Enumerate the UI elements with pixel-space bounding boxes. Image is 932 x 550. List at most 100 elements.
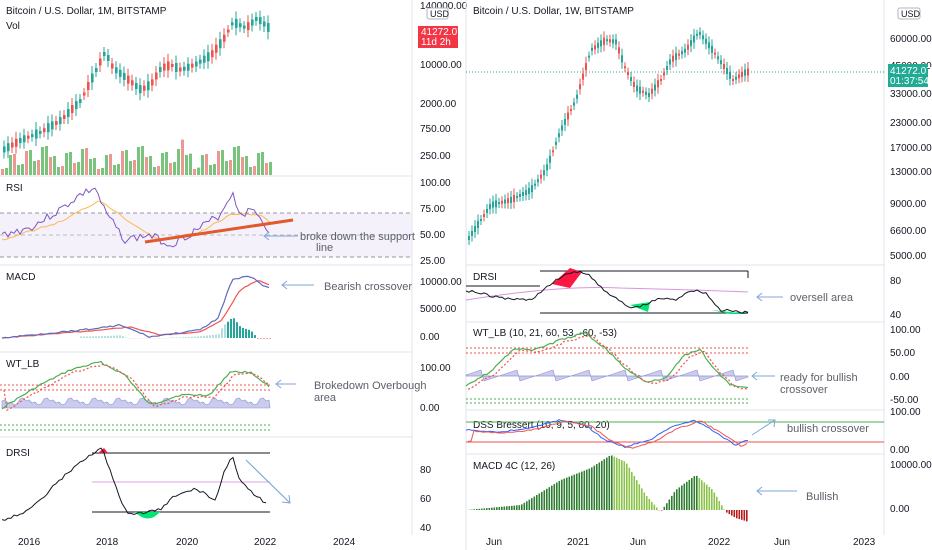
right-currency: USD <box>901 9 921 19</box>
annotation-bullish-crossover: bullish crossover <box>787 423 869 435</box>
right-price-box <box>888 64 928 87</box>
right-price-tick: 60000.00 <box>890 34 932 45</box>
left-drsi-label: DRSI <box>6 448 30 459</box>
left-currency-box[interactable] <box>426 7 449 20</box>
drsi-oversold-fill <box>135 512 160 519</box>
right-chart: Bitcoin / U.S. Dollar, 1W, BITSTAMP USD … <box>465 0 932 550</box>
left-price-box <box>418 26 458 48</box>
right-wt-pane: WT_LB (10, 21, 60, 53, -60, -53) ready f… <box>465 325 921 406</box>
rsi-support-line <box>144 218 294 244</box>
right-price-tick: 23000.00 <box>890 118 932 129</box>
left-time-axis: 2016 2018 2020 2022 2024 <box>18 537 356 548</box>
wt-histogram <box>1 397 271 409</box>
month-label: Jun <box>774 537 790 548</box>
wt2-line <box>3 363 269 412</box>
left-chart: Bitcoin / U.S. Dollar, 1M, BITSTAMP Vol … <box>0 0 468 548</box>
right-wt-tick: 50.00 <box>890 348 915 359</box>
right-price-tick: 5000.00 <box>890 251 927 262</box>
macd4c-histogram <box>468 455 748 522</box>
right-drsi-line <box>465 270 749 314</box>
macd-histogram <box>80 318 271 339</box>
right-macd4c-label: MACD 4C (12, 26) <box>473 461 555 472</box>
dss-signal-line <box>467 420 748 449</box>
right-currency-box[interactable] <box>897 7 921 20</box>
left-wt-label: WT_LB <box>6 359 40 370</box>
right-macd4c-tick: 0.00 <box>890 504 910 515</box>
wt-tick: 100.00 <box>420 363 451 374</box>
right-wt-histogram <box>465 369 749 382</box>
left-price-value: 41272.07 <box>421 27 463 38</box>
annotation-arrow <box>245 459 291 504</box>
rsi-tick: 25.00 <box>420 256 445 267</box>
left-price-tick: 750.00 <box>420 124 451 135</box>
left-drsi-pane: DRSI 80 60 40 <box>1 447 432 534</box>
left-macd-pane: MACD Bearish crossover 10000.00 5000.00 … <box>1 272 462 343</box>
annotation-arrow <box>751 419 776 436</box>
right-drsi-tick: 80 <box>890 276 902 287</box>
left-price-tick: 250.00 <box>420 151 451 162</box>
right-price-tick: 33000.00 <box>890 89 932 100</box>
annotation-oversell: oversell area <box>790 292 854 304</box>
left-price-tick: 10000.00 <box>420 60 462 71</box>
right-macd4c-pane: MACD 4C (12, 26) Bullish 10000.00 0.00 <box>468 455 932 522</box>
right-chart-title: Bitcoin / U.S. Dollar, 1W, BITSTAMP <box>473 6 634 17</box>
drsi-tick: 60 <box>420 494 432 505</box>
right-wt-tick: -50.00 <box>890 395 919 406</box>
rsi-tick: 50.00 <box>420 230 445 241</box>
right-countdown: 01:37:54 <box>890 76 929 87</box>
right-dss-tick: 0.00 <box>890 445 910 456</box>
annotation-bullish: Bullish <box>806 491 838 503</box>
drsi-tick: 80 <box>420 465 432 476</box>
left-rsi-pane: RSI broke down the support line 100.00 75… <box>0 178 451 267</box>
annotation-ready-bullish: ready for bullish crossover <box>780 372 858 396</box>
right-wt-tick: 0.00 <box>890 372 910 383</box>
right-drsi-pane: DRSI oversell area 80 40 <box>465 268 902 321</box>
left-countdown: 11d 2h <box>421 37 451 48</box>
rsi-tick: 100.00 <box>420 178 451 189</box>
macd-tick: 10000.00 <box>420 277 462 288</box>
year-label: 2020 <box>176 537 199 548</box>
right-price-tick: 13000.00 <box>890 167 932 178</box>
right-wt1-line <box>465 332 749 389</box>
rsi-line <box>1 187 270 248</box>
right-time-axis: Jun 2021 Jun 2022 Jun 2023 <box>486 537 876 548</box>
month-label: 2023 <box>853 537 876 548</box>
macd-tick: 0.00 <box>420 332 440 343</box>
month-label: Jun <box>630 537 646 548</box>
month-label: 2021 <box>567 537 590 548</box>
dss-line <box>465 419 749 449</box>
left-vol-label: Vol <box>6 21 20 32</box>
right-wt-tick: 100.00 <box>890 325 921 336</box>
left-currency: USD <box>430 9 450 19</box>
year-label: 2022 <box>254 537 277 548</box>
wt-tick: 0.00 <box>420 403 440 414</box>
right-price-tick: 17000.00 <box>890 143 932 154</box>
left-candles <box>3 10 270 159</box>
left-volume-bars <box>1 139 272 175</box>
right-candles <box>468 27 749 245</box>
left-price-tick: 140000.00 <box>420 1 468 12</box>
left-wt-pane: WT_LB Brokedown Overbough area 100.00 0.0… <box>0 359 451 431</box>
left-price-tick: 2000.00 <box>420 99 457 110</box>
right-drsi-tick: 40 <box>890 310 902 321</box>
rsi-tick: 75.00 <box>420 204 445 215</box>
rsi-ma-line <box>1 200 271 241</box>
month-label: Jun <box>486 537 502 548</box>
year-label: 2024 <box>333 537 356 548</box>
right-wt2-line <box>467 334 748 390</box>
right-price-axis: USD 60000.00 45000.00 41272.07 01:37:54 … <box>888 7 932 262</box>
drsi-overbought-fill <box>552 268 582 288</box>
annotation-macd-bear: Bearish crossover <box>324 281 412 293</box>
left-rsi-label: RSI <box>6 183 23 194</box>
year-label: 2018 <box>96 537 119 548</box>
macd-tick: 5000.00 <box>420 304 457 315</box>
annotation-rsi-support: broke down the support line <box>300 231 415 254</box>
right-dss-pane: DSS Bressert (10, 9, 5, 80, 20) bullish … <box>465 407 921 456</box>
month-label: 2022 <box>708 537 731 548</box>
drsi-line <box>1 447 267 521</box>
wt1-line <box>1 360 270 410</box>
left-macd-label: MACD <box>6 272 35 283</box>
macd-line <box>1 275 270 339</box>
year-label: 2016 <box>18 537 41 548</box>
